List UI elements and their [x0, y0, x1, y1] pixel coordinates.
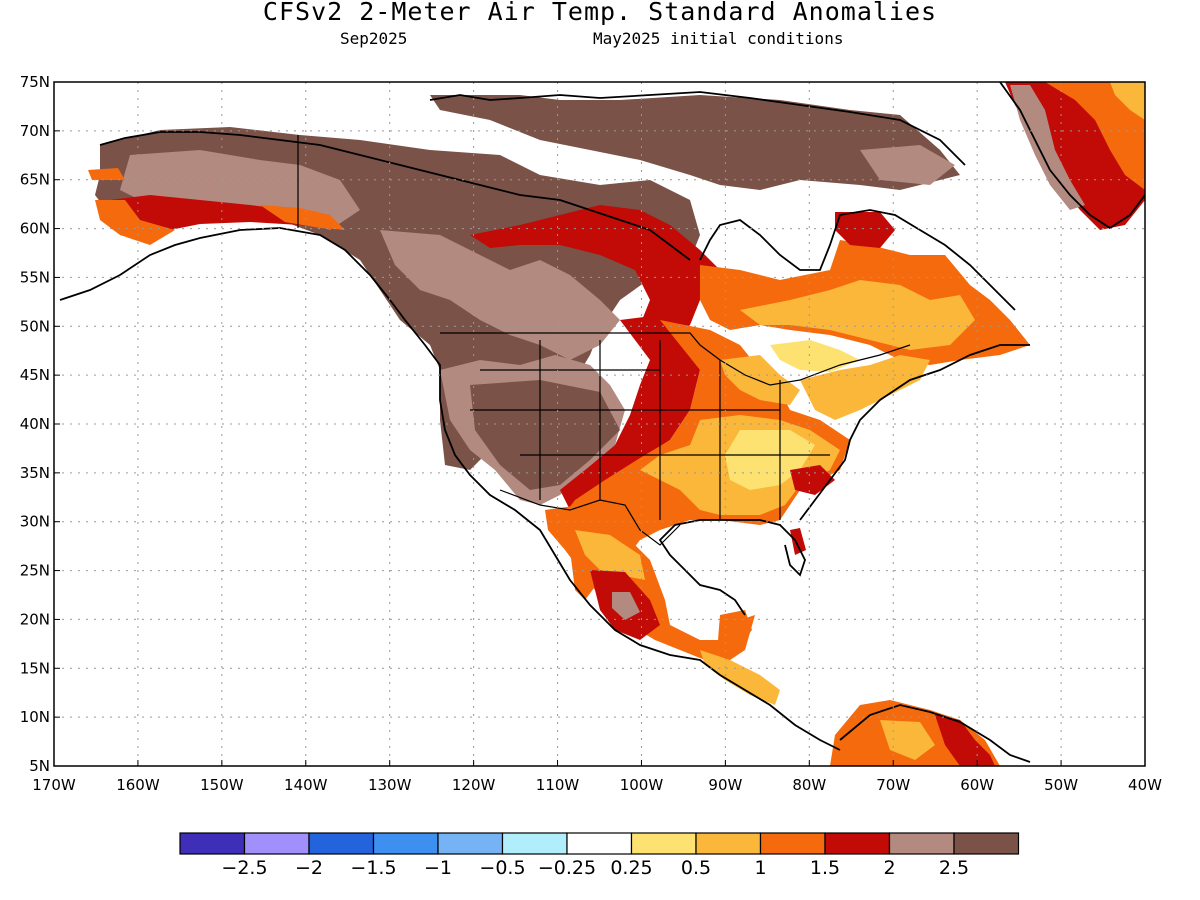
region-mexico-light: [612, 592, 640, 620]
lon-tick-label: 60W: [960, 776, 994, 794]
lon-tick-label: 50W: [1044, 776, 1078, 794]
region-west-us-dark: [470, 380, 620, 490]
lat-tick-label: 50N: [20, 317, 50, 335]
coastlines: [59, 82, 1145, 763]
lat-tick-label: 35N: [20, 464, 50, 482]
colorbar-swatch: [566, 832, 633, 855]
grid-lines: [54, 82, 1145, 766]
colorbar-label: −1: [424, 857, 452, 879]
region-alaska-orange: [95, 200, 175, 245]
region-central-america-yellow: [700, 650, 780, 705]
colorbar-swatch: [179, 832, 246, 855]
lon-tick-label: 120W: [452, 776, 496, 794]
region-arctic-islands: [430, 95, 960, 190]
lat-tick-label: 75N: [20, 73, 50, 91]
colorbar-swatch: [759, 832, 826, 855]
colorbar-label: 2.5: [939, 857, 969, 879]
colorbar-label: −2: [295, 857, 323, 879]
colorbar-label: 1: [754, 857, 766, 879]
region-labrador-red: [835, 212, 895, 248]
lat-tick-label: 55N: [20, 268, 50, 286]
colorbar-label: −1.5: [350, 857, 396, 879]
colorbar-label: −2.5: [221, 857, 267, 879]
colorbar-swatch: [243, 832, 310, 855]
colorbar-swatch: [824, 832, 891, 855]
region-alaska-red: [110, 195, 340, 232]
lon-tick-label: 40W: [1128, 776, 1162, 794]
region-arctic-light: [860, 145, 955, 185]
region-canada-light: [380, 230, 620, 360]
colorbar-swatch: [501, 832, 568, 855]
colorbar-label: 0.25: [610, 857, 652, 879]
region-bering-orange: [88, 168, 125, 180]
colorbar-label: −0.5: [479, 857, 525, 879]
region-yukon-orange: [260, 205, 345, 230]
region-venezuela-red: [935, 715, 995, 766]
region-yucatan-orange: [718, 610, 752, 650]
valid-month-label: Sep2025: [340, 29, 408, 48]
region-quebec-yellow: [740, 280, 975, 350]
colorbar-swatch: [630, 832, 697, 855]
lat-tick-label: 60N: [20, 220, 50, 238]
colorbar-label: 0.5: [681, 857, 711, 879]
colorbar: −2.5 −2 −1.5 −1 −0.5 −0.25 0.25 0.5 1 1.5 2 2.5: [179, 832, 1020, 879]
region-plains-red: [560, 315, 700, 510]
region-greenland-light: [1010, 85, 1085, 210]
lat-tick-label: 25N: [20, 562, 50, 580]
colorbar-swatch: [437, 832, 504, 855]
lat-tick-label: 65N: [20, 171, 50, 189]
colorbar-swatch: [888, 832, 955, 855]
axis-ticks: 75N 70N 65N 60N 55N 50N 45N 40N 35N 30N 25N 20N 15N 1…: [20, 73, 1162, 794]
colorbar-swatch: [372, 832, 439, 855]
region-ontario-yellow: [770, 340, 860, 372]
lat-tick-label: 10N: [20, 708, 50, 726]
lat-tick-label: 40N: [20, 415, 50, 433]
region-south-america-yellow: [880, 720, 935, 760]
lat-tick-label: 45N: [20, 366, 50, 384]
lon-tick-label: 150W: [200, 776, 244, 794]
initial-conditions-label: May2025 initial conditions: [593, 29, 844, 48]
anomaly-shading: [88, 82, 1145, 766]
lat-tick-label: 20N: [20, 610, 50, 628]
colorbar-swatch: [308, 832, 375, 855]
lat-tick-label: 15N: [20, 659, 50, 677]
lon-tick-label: 170W: [32, 776, 76, 794]
colorbar-label: −0.25: [538, 857, 596, 879]
colorbar-label: 1.5: [810, 857, 840, 879]
region-greenland-orange: [1045, 82, 1145, 190]
lon-tick-label: 90W: [708, 776, 742, 794]
colorbar-swatch: [695, 832, 762, 855]
lon-tick-label: 160W: [116, 776, 160, 794]
lon-tick-label: 100W: [620, 776, 664, 794]
lat-tick-label: 30N: [20, 513, 50, 531]
region-hudson-red: [470, 205, 720, 340]
colorbar-swatch: [953, 832, 1020, 855]
lon-tick-label: 70W: [876, 776, 910, 794]
region-florida-red: [790, 528, 806, 555]
region-greenland-yellow: [1110, 82, 1145, 120]
lon-tick-label: 130W: [368, 776, 412, 794]
region-mexico-yellow: [575, 530, 645, 580]
lon-tick-label: 80W: [792, 776, 826, 794]
lon-tick-label: 110W: [536, 776, 580, 794]
lat-tick-label: 5N: [29, 757, 50, 775]
colorbar-label: 2: [883, 857, 895, 879]
political-borders: [297, 135, 911, 546]
lon-tick-label: 140W: [284, 776, 328, 794]
region-northeast-yellow: [800, 355, 930, 420]
lat-tick-label: 70N: [20, 122, 50, 140]
map-title: CFSv2 2-Meter Air Temp. Standard Anomali…: [262, 0, 938, 26]
